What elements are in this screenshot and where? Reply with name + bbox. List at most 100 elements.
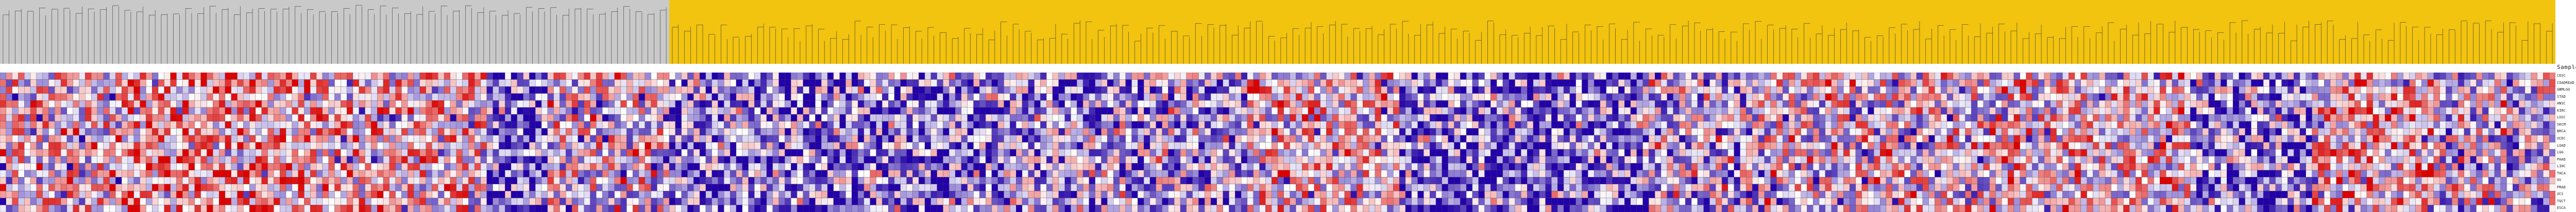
heatmap-cell [1131, 107, 1138, 115]
heatmap-cell [2397, 86, 2403, 94]
heatmap-cell [1837, 107, 1844, 115]
heatmap-cell [1928, 79, 1935, 87]
heatmap-cell [1807, 114, 1814, 122]
heatmap-cell [1977, 114, 1984, 122]
heatmap-cell [1941, 114, 1947, 122]
heatmap-cell [438, 142, 445, 150]
heatmap-cell [2123, 100, 2130, 108]
heatmap-cell [2080, 93, 2087, 101]
heatmap-cell [2069, 73, 2075, 80]
heatmap-cell [152, 128, 159, 136]
heatmap-cell [760, 114, 767, 122]
heatmap-cell [2245, 93, 2251, 101]
heatmap-cell [1496, 128, 1503, 136]
heatmap-cell [2336, 107, 2343, 115]
heatmap-cell [1332, 135, 1339, 143]
heatmap-cell [1746, 79, 1753, 87]
heatmap-cell [1125, 114, 1132, 122]
heatmap-cell [796, 107, 804, 115]
heatmap-cell [91, 100, 98, 108]
heatmap-cell [1077, 79, 1083, 87]
heatmap-cell [1813, 135, 1820, 143]
heatmap-cell [48, 114, 55, 122]
heatmap-cell [1843, 79, 1850, 87]
heatmap-cell [937, 79, 943, 87]
heatmap-cell [1162, 86, 1168, 94]
heatmap-cell [60, 135, 67, 143]
heatmap-cell [328, 93, 335, 101]
heatmap-cell [158, 86, 165, 94]
heatmap-cell [1855, 86, 1862, 94]
heatmap-cell [1162, 128, 1168, 136]
heatmap-cell [1125, 93, 1132, 101]
heatmap-cell [109, 93, 116, 101]
heatmap-cell [2117, 79, 2124, 87]
heatmap-cell [620, 86, 627, 94]
heatmap-cell [1016, 86, 1023, 94]
heatmap-cell [1582, 73, 1588, 80]
heatmap-cell [1892, 107, 1899, 115]
heatmap-cell [365, 100, 371, 108]
heatmap-cell [1734, 135, 1740, 143]
heatmap-cell [2372, 107, 2379, 115]
heatmap-cell [1144, 73, 1150, 80]
heatmap-cell [2458, 79, 2465, 87]
heatmap-cell [523, 107, 530, 115]
heatmap-cell [1794, 79, 1801, 87]
heatmap-cell [1144, 114, 1150, 122]
heatmap-cell [146, 121, 152, 129]
heatmap-cell [213, 107, 219, 115]
heatmap-cell [991, 93, 998, 101]
heatmap-cell [839, 93, 846, 101]
heatmap-cell [1697, 121, 1704, 129]
heatmap-cell [36, 107, 43, 115]
heatmap-cell [2433, 79, 2440, 87]
heatmap-cell [1612, 114, 1619, 122]
heatmap-cell [2214, 86, 2221, 94]
heatmap-cell [371, 135, 378, 143]
heatmap-cell [2032, 100, 2039, 108]
heatmap-cell [681, 100, 688, 108]
heatmap-cell [2166, 93, 2173, 101]
heatmap-cell [2524, 107, 2531, 115]
heatmap-cell [852, 79, 858, 87]
heatmap-cell [2452, 135, 2459, 143]
heatmap-cell [2330, 86, 2337, 94]
heatmap-cell [85, 128, 92, 136]
heatmap-cell [535, 79, 542, 87]
heatmap-cell [2294, 114, 2300, 122]
heatmap-cell [845, 93, 852, 101]
heatmap-cell [1898, 128, 1905, 136]
heatmap-cell [882, 86, 889, 94]
heatmap-cell [1697, 114, 1704, 122]
heatmap-cell [127, 128, 134, 136]
heatmap-cell [1825, 135, 1832, 143]
heatmap-cell [1235, 93, 1242, 101]
heatmap-cell [1229, 114, 1235, 122]
heatmap-cell [1740, 114, 1747, 122]
heatmap-cell [1326, 121, 1333, 129]
heatmap-cell [30, 86, 37, 94]
heatmap-cell [1484, 79, 1491, 87]
heatmap-cell [2452, 121, 2459, 129]
heatmap-cell [304, 100, 311, 108]
heatmap-cell [681, 121, 688, 129]
heatmap-cell [1922, 114, 1929, 122]
heatmap-cell [1125, 135, 1132, 143]
heatmap-cell [2257, 79, 2264, 87]
heatmap-cell [1868, 73, 1874, 80]
heatmap-cell [146, 107, 152, 115]
heatmap-cell [2494, 121, 2501, 129]
heatmap-cell [48, 93, 55, 101]
heatmap-cell [341, 86, 347, 94]
heatmap-cell [1277, 86, 1284, 94]
heatmap-cell [322, 107, 329, 115]
heatmap-cell [906, 86, 913, 94]
heatmap-cell [1119, 107, 1126, 115]
heatmap-cell [1563, 121, 1570, 129]
heatmap-cell [711, 114, 718, 122]
heatmap-cell [584, 79, 590, 87]
heatmap-cell [2330, 79, 2337, 87]
heatmap-cell [687, 135, 694, 143]
heatmap-cell [1442, 107, 1448, 115]
